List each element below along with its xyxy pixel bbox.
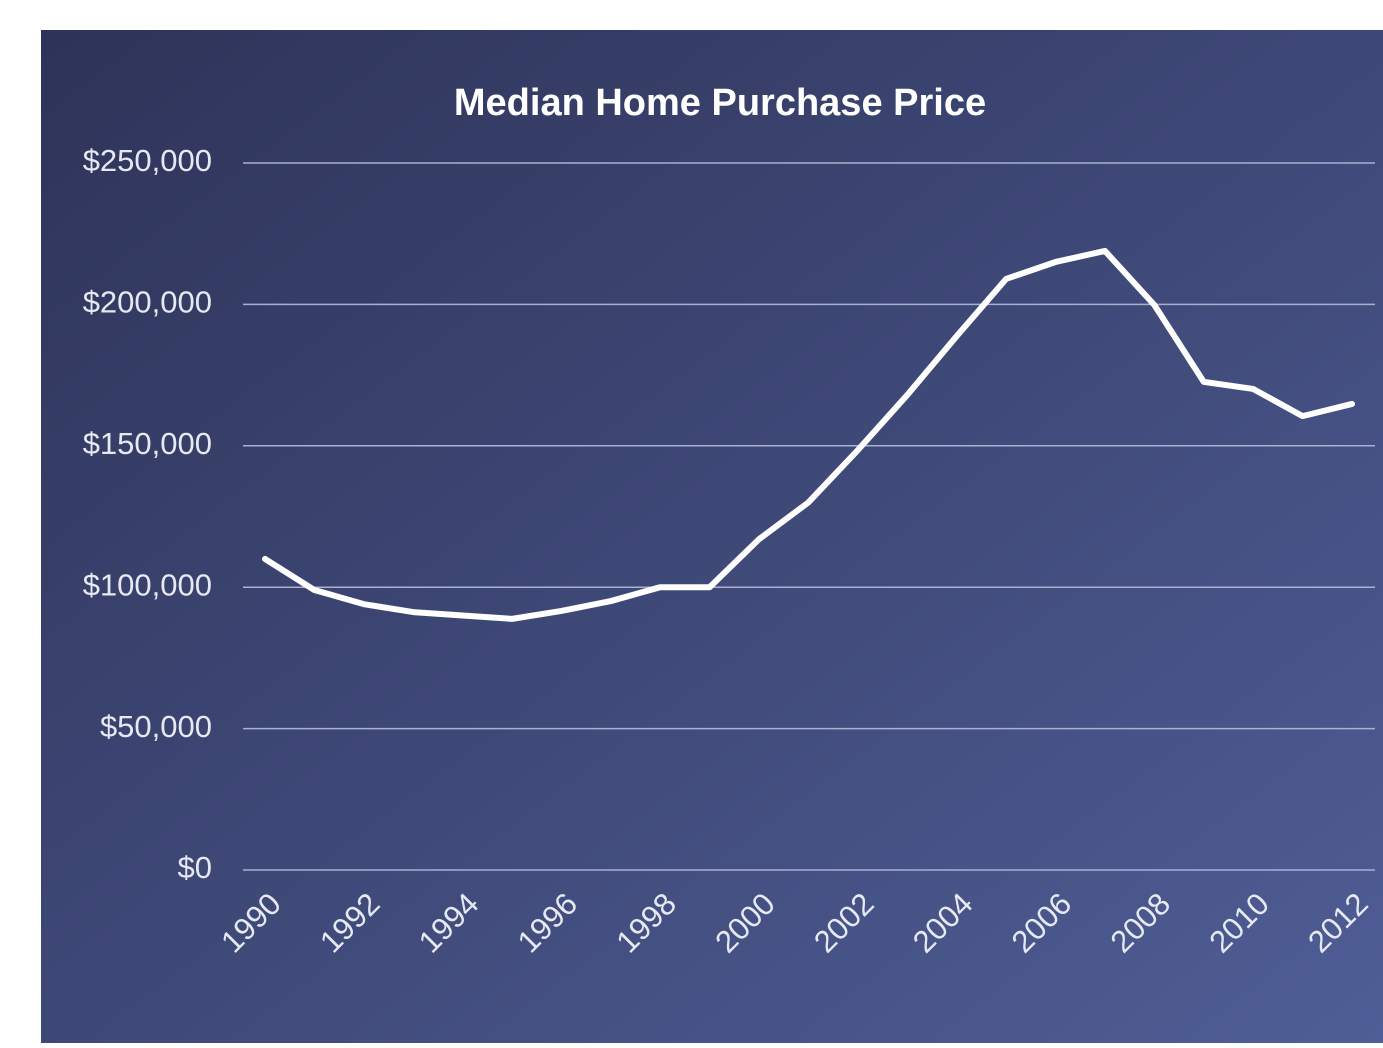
line bbox=[262, 247, 1355, 622]
y-tick-label: $0 bbox=[178, 850, 212, 885]
y-tick-label: $200,000 bbox=[83, 285, 212, 320]
chart-background bbox=[41, 30, 1383, 1043]
chart-title: Median Home Purchase Price bbox=[454, 82, 986, 124]
y-tick-label: $250,000 bbox=[83, 143, 212, 178]
y-tick-label: $100,000 bbox=[83, 567, 212, 602]
y-tick-label: $150,000 bbox=[83, 426, 212, 461]
y-tick-label: $50,000 bbox=[100, 709, 212, 744]
